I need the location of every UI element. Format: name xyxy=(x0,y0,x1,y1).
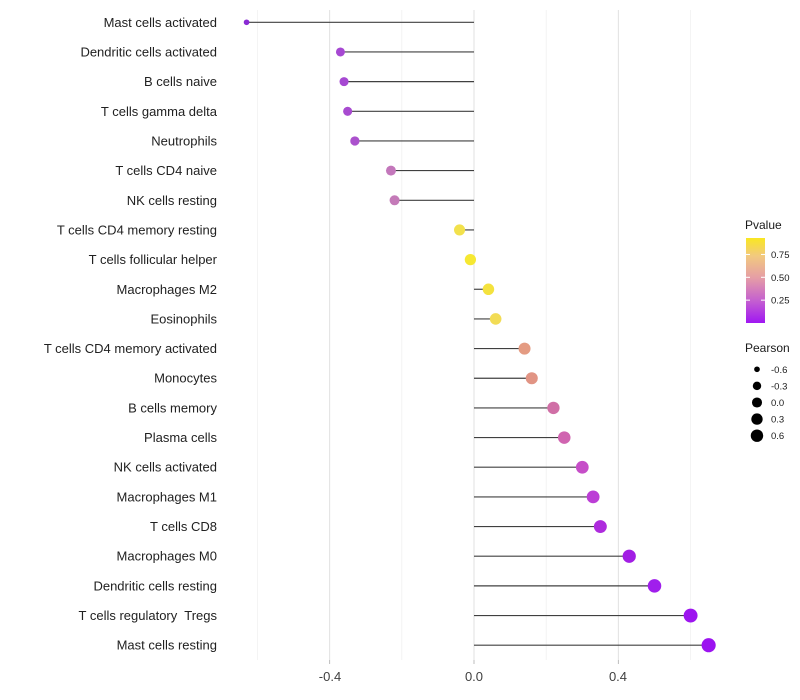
lollipop-dot xyxy=(547,401,560,415)
lollipop-row: T cells CD4 naive xyxy=(115,163,474,178)
y-axis-label: T cells regulatory Tregs xyxy=(79,608,218,623)
lollipop-row: Macrophages M2 xyxy=(117,282,495,297)
y-axis-label: Dendritic cells activated xyxy=(80,44,217,59)
lollipop-row: Neutrophils xyxy=(151,133,474,148)
x-tick-label: 0.0 xyxy=(465,669,483,684)
lollipop-row: T cells regulatory Tregs xyxy=(79,608,698,623)
pearson-size-label: 0.0 xyxy=(771,398,784,409)
lollipop-dot xyxy=(243,19,250,26)
lollipop-row: Macrophages M0 xyxy=(117,549,636,564)
y-axis-label: Dendritic cells resting xyxy=(93,578,217,593)
lollipop-row: Dendritic cells activated xyxy=(80,44,474,59)
lollipop-dot xyxy=(683,608,698,623)
y-axis-label: B cells naive xyxy=(144,74,217,89)
lollipop-row: T cells CD4 memory resting xyxy=(57,222,474,237)
pearson-size-items: -0.6 -0.3 0.0 0.3 0.6 xyxy=(750,365,787,442)
lollipop-row: Mast cells activated xyxy=(104,15,474,30)
lollipop-row: NK cells resting xyxy=(127,193,474,208)
pvalue-colorbar xyxy=(746,238,765,323)
lollipop-row: NK cells activated xyxy=(114,460,589,475)
pearson-size-label: 0.3 xyxy=(771,415,784,426)
pearson-size-dot xyxy=(752,381,762,391)
lollipop-row: T cells gamma delta xyxy=(101,104,474,119)
lollipop-row: T cells follicular helper xyxy=(89,252,477,267)
lollipop-dot xyxy=(701,638,716,653)
lollipop-row: Macrophages M1 xyxy=(117,489,600,504)
pearson-size-dot xyxy=(750,429,764,442)
lollipop-dot xyxy=(525,372,538,385)
pvalue-tick-label: 0.75 xyxy=(771,250,790,261)
panel-gridlines xyxy=(256,10,691,660)
pearson-size-label: -0.3 xyxy=(771,381,787,392)
lollipop-row: T cells CD4 memory activated xyxy=(44,341,531,356)
lollipop-row: T cells CD8 xyxy=(150,519,607,534)
lollipop-dot xyxy=(454,224,466,236)
lollipop-row: Eosinophils xyxy=(151,311,502,326)
lollipop-dot xyxy=(622,549,636,563)
pearson-size-label: 0.6 xyxy=(771,431,784,442)
lollipop-row: Dendritic cells resting xyxy=(93,578,662,593)
y-axis-label: Macrophages M1 xyxy=(117,489,217,504)
pearson-size-label: -0.6 xyxy=(771,365,787,376)
lollipop-dot xyxy=(464,253,477,266)
lollipop-row: Plasma cells xyxy=(144,430,571,445)
lollipop-dot xyxy=(593,520,607,534)
lollipop-row: Monocytes xyxy=(154,371,538,386)
y-axis-label: T cells gamma delta xyxy=(101,104,218,119)
lollipop-dot xyxy=(518,342,531,355)
pearson-size-legend: Pearson -0.6 -0.3 0.0 0.3 0.6 xyxy=(745,341,790,442)
lollipop-dot xyxy=(350,136,360,146)
y-axis-label: Neutrophils xyxy=(151,133,217,148)
lollipop-dot xyxy=(343,106,353,116)
y-axis-label: NK cells resting xyxy=(127,193,217,208)
y-axis-label: Eosinophils xyxy=(151,311,218,326)
lollipop-dot xyxy=(385,165,396,176)
y-axis-label: T cells CD8 xyxy=(150,519,217,534)
y-axis-label: T cells follicular helper xyxy=(89,252,218,267)
pvalue-tick-label: 0.50 xyxy=(771,273,790,284)
lollipop-dot xyxy=(647,579,662,593)
x-tick-label: 0.4 xyxy=(609,669,627,684)
pearson-size-dot xyxy=(751,397,763,408)
lollipop-dot xyxy=(558,431,571,444)
y-axis-label: Macrophages M0 xyxy=(117,549,217,564)
y-axis-label: T cells CD4 memory resting xyxy=(57,222,217,237)
y-axis-label: T cells CD4 memory activated xyxy=(44,341,217,356)
pvalue-color-legend: Pvalue 0.75 0.50 0.25 xyxy=(745,218,790,323)
lollipop-rows: Mast cells activated Dendritic cells acti… xyxy=(44,15,716,653)
lollipop-dot xyxy=(389,195,400,206)
y-axis-label: B cells memory xyxy=(128,400,217,415)
lollipop-dot xyxy=(482,283,495,296)
lollipop-row: Mast cells resting xyxy=(117,638,716,653)
pvalue-tick-label: 0.25 xyxy=(771,296,790,307)
y-axis-label: Mast cells resting xyxy=(117,638,217,653)
lollipop-dot xyxy=(586,490,600,504)
x-axis-ticks xyxy=(329,660,619,664)
y-axis-label: T cells CD4 naive xyxy=(115,163,217,178)
y-axis-label: NK cells activated xyxy=(114,460,217,475)
lollipop-dot xyxy=(335,47,345,57)
y-axis-label: Mast cells activated xyxy=(104,15,217,30)
lollipop-row: B cells naive xyxy=(144,74,474,89)
pearson-size-dot xyxy=(754,366,760,373)
pvalue-colorbar-ticks: 0.75 0.50 0.25 xyxy=(746,250,790,307)
lollipop-dot xyxy=(489,313,502,325)
y-axis-label: Macrophages M2 xyxy=(117,282,217,297)
x-axis: -0.4 0.0 0.4 xyxy=(319,669,627,684)
pearson-size-dot xyxy=(751,413,763,425)
y-axis-label: Plasma cells xyxy=(144,430,217,445)
pvalue-legend-title: Pvalue xyxy=(745,218,782,232)
pearson-legend-title: Pearson xyxy=(745,341,790,355)
lollipop-row: B cells memory xyxy=(128,400,560,415)
y-axis-label: Monocytes xyxy=(154,371,217,386)
x-tick-label: -0.4 xyxy=(319,669,341,684)
lollipop-dot xyxy=(339,77,349,87)
lollipop-dot xyxy=(575,460,589,474)
